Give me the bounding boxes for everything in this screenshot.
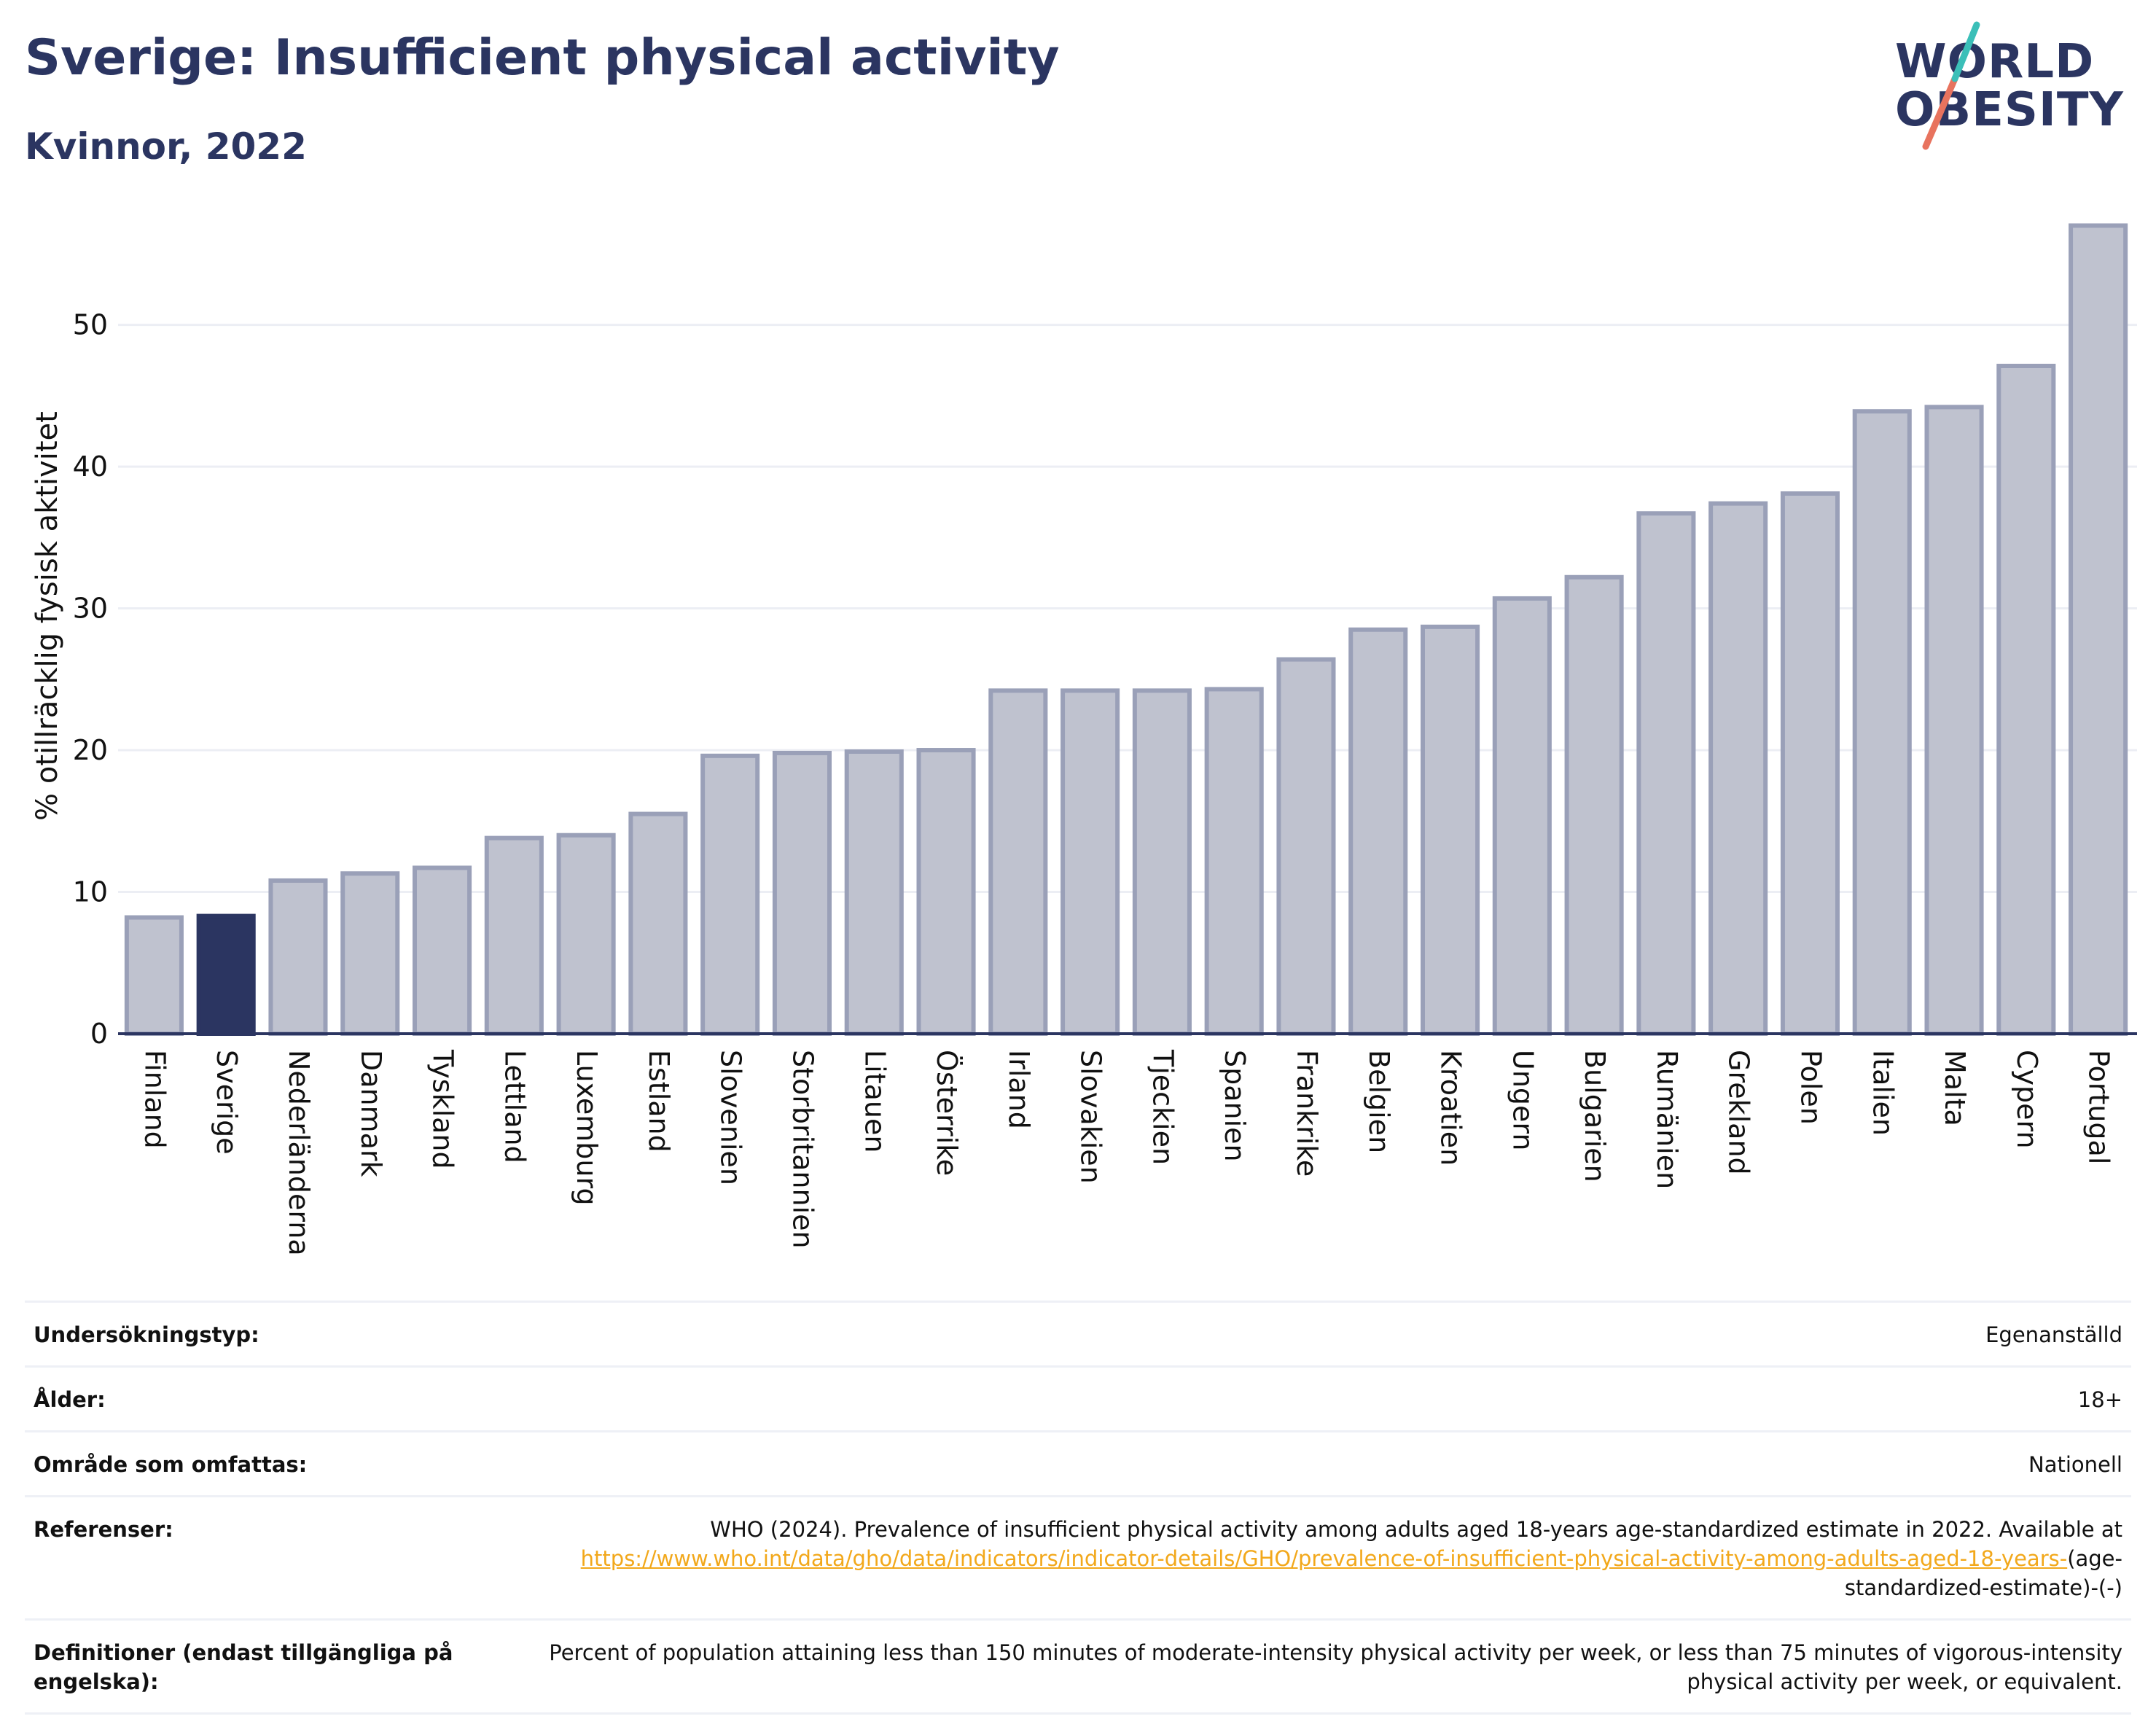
- logo-line-world: WORLD: [1895, 35, 2095, 89]
- survey-type-label: Undersökningstyp:: [34, 1322, 259, 1347]
- y-tick-label: 30: [73, 593, 108, 625]
- bar-slovenien[interactable]: [700, 753, 760, 1036]
- bar-luxemburg[interactable]: [556, 833, 616, 1036]
- chart-title: Sverige: Insufficient physical activity: [25, 29, 1060, 87]
- y-tick-label: 40: [73, 451, 108, 483]
- bar-cypern[interactable]: [1996, 363, 2056, 1036]
- info-row-coverage: Område som omfattas: Nationell: [25, 1432, 2131, 1497]
- chart-subtitle: Kvinnor, 2022: [25, 125, 307, 168]
- bar-storbritannien[interactable]: [772, 750, 832, 1036]
- x-tick-label: Estland: [643, 1050, 675, 1153]
- references-suffix: (age-standardized-estimate)-(-): [1844, 1546, 2122, 1600]
- bar-irland[interactable]: [988, 688, 1048, 1037]
- x-tick-label: Malta: [1939, 1050, 1971, 1126]
- info-row-survey-type: Undersökningstyp: Egenanställd: [25, 1303, 2131, 1368]
- bar-estland[interactable]: [628, 811, 688, 1036]
- bar-chart: 0 10 20 30 40 50 Finland Sverige Nederländerna Da…: [31, 223, 2137, 1256]
- bar-grekland[interactable]: [1708, 501, 1768, 1037]
- bar-spanien[interactable]: [1204, 687, 1264, 1037]
- references-value: WHO (2024). Prevalence of insufficient p…: [519, 1515, 2122, 1602]
- x-tick-label: Grekland: [1723, 1050, 1755, 1175]
- x-tick-label: Finland: [138, 1050, 171, 1149]
- x-tick-label: Frankrike: [1291, 1050, 1323, 1177]
- definitions-value: Percent of population attaining less tha…: [549, 1640, 2122, 1694]
- logo-slash-icon: [1922, 21, 1980, 150]
- info-table: Undersökningstyp: Egenanställd Ålder: 18…: [25, 1301, 2131, 1715]
- info-row-definitions: Definitioner (endast tillgängliga på eng…: [25, 1621, 2131, 1715]
- x-tick-label: Danmark: [355, 1050, 387, 1177]
- bar-ungern[interactable]: [1492, 596, 1552, 1036]
- bar-finland[interactable]: [124, 915, 184, 1036]
- references-label: Referenser:: [34, 1517, 173, 1542]
- references-text: WHO (2024). Prevalence of insufficient p…: [710, 1517, 2122, 1542]
- bar-sverige[interactable]: [196, 913, 256, 1036]
- world-obesity-logo[interactable]: WORLD OBESITY: [1895, 19, 2143, 157]
- x-tick-label: Rumänien: [1651, 1050, 1683, 1189]
- bar-malta[interactable]: [1924, 405, 1984, 1036]
- x-tick-label: Slovakien: [1075, 1050, 1107, 1184]
- bar-bulgarien[interactable]: [1564, 574, 1624, 1036]
- info-row-references: Referenser: WHO (2024). Prevalence of in…: [25, 1497, 2131, 1621]
- coverage-value: Nationell: [2028, 1452, 2122, 1477]
- bar-lettland[interactable]: [484, 835, 544, 1036]
- x-tick-label: Slovenien: [715, 1050, 747, 1185]
- x-tick-label: Österrike: [931, 1050, 963, 1176]
- bar-tjeckien[interactable]: [1132, 688, 1192, 1037]
- x-tick-label: Tyskland: [427, 1049, 459, 1169]
- bar-nederländerna[interactable]: [268, 878, 328, 1036]
- definitions-label: Definitioner (endast tillgängliga på eng…: [34, 1640, 453, 1694]
- bar-slovakien[interactable]: [1061, 688, 1120, 1037]
- coverage-label: Område som omfattas:: [34, 1452, 308, 1477]
- y-tick-label: 0: [90, 1018, 108, 1050]
- x-tick-label: Irland: [1003, 1050, 1035, 1129]
- x-tick-label: Storbritannien: [786, 1050, 819, 1249]
- x-tick-label: Tjeckien: [1147, 1049, 1179, 1165]
- x-tick-label: Italien: [1867, 1050, 1899, 1136]
- x-tick-label: Ungern: [1507, 1050, 1539, 1150]
- references-link[interactable]: https://www.who.int/data/gho/data/indica…: [580, 1546, 2068, 1571]
- bar-litauen[interactable]: [844, 749, 904, 1036]
- bars: [124, 223, 2128, 1037]
- x-tick-label: Belgien: [1363, 1050, 1395, 1153]
- x-tick-label: Sverige: [211, 1050, 243, 1155]
- bar-danmark[interactable]: [340, 871, 400, 1037]
- x-tick-label: Luxemburg: [571, 1050, 603, 1206]
- bar-italien[interactable]: [1852, 409, 1912, 1036]
- bar-kroatien[interactable]: [1420, 624, 1480, 1036]
- y-tick-label: 10: [73, 876, 108, 908]
- bar-portugal[interactable]: [2069, 223, 2128, 1037]
- x-tick-label: Polen: [1794, 1050, 1827, 1125]
- bar-frankrike[interactable]: [1276, 657, 1336, 1036]
- x-tick-label: Spanien: [1219, 1050, 1251, 1162]
- x-tick-label: Lettland: [499, 1050, 531, 1163]
- bar-österrike[interactable]: [916, 748, 976, 1036]
- age-value: 18+: [2077, 1387, 2122, 1412]
- age-label: Ålder:: [34, 1387, 106, 1412]
- x-tick-label: Nederländerna: [283, 1050, 315, 1256]
- info-row-age: Ålder: 18+: [25, 1368, 2131, 1432]
- x-tick-label: Bulgarien: [1579, 1050, 1611, 1182]
- x-tick-label: Portugal: [2083, 1050, 2115, 1164]
- bar-tyskland[interactable]: [412, 865, 472, 1037]
- survey-type-value: Egenanställd: [1985, 1322, 2122, 1347]
- x-tick-label: Cypern: [2011, 1050, 2043, 1149]
- axes: 0 10 20 30 40 50 Finland Sverige Nederländerna Da…: [73, 309, 2137, 1256]
- y-tick-label: 20: [73, 734, 108, 766]
- x-tick-label: Litauen: [859, 1050, 891, 1153]
- bar-polen[interactable]: [1780, 491, 1840, 1036]
- y-axis-label: % otillräcklig fysisk aktivitet: [31, 411, 64, 821]
- x-tick-label: Kroatien: [1435, 1050, 1467, 1166]
- y-tick-label: 50: [73, 309, 108, 341]
- bar-belgien[interactable]: [1348, 627, 1408, 1036]
- bar-rumänien[interactable]: [1636, 511, 1696, 1036]
